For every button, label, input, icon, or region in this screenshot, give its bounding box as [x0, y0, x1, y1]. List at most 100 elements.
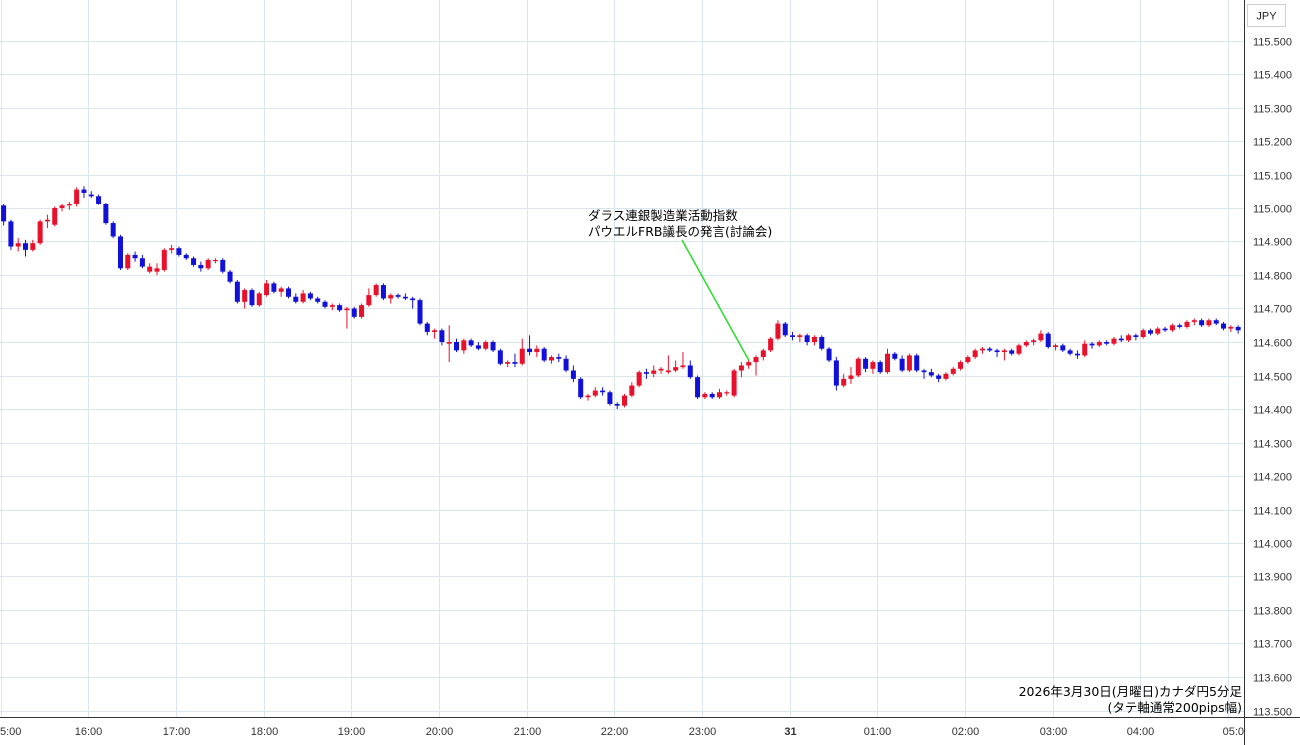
candle-up — [1111, 336, 1117, 346]
candle-up — [1053, 343, 1059, 351]
candle-body — [249, 290, 255, 306]
annotation-line — [681, 239, 750, 361]
candle-down — [914, 353, 920, 373]
candle-body — [1045, 333, 1051, 348]
candle-up — [66, 201, 72, 210]
candle-down — [782, 321, 788, 337]
candle-body — [855, 358, 861, 376]
candle-down — [1221, 321, 1227, 331]
candle-body — [15, 243, 21, 247]
candle-body — [1, 205, 7, 222]
candle-down — [687, 360, 693, 379]
candle-body — [315, 298, 321, 302]
x-tick-label: 04:00 — [1127, 726, 1155, 738]
candle-down — [1045, 331, 1051, 349]
candle-body — [242, 290, 248, 302]
candle-down — [490, 340, 496, 353]
candle-down — [563, 355, 569, 373]
candle-down — [600, 387, 606, 396]
candle-body — [132, 254, 138, 259]
candle-down — [899, 355, 905, 373]
candle-down — [468, 338, 474, 348]
candle-up — [59, 203, 65, 212]
candle-body — [892, 353, 898, 359]
candle-down — [110, 221, 116, 239]
candle-up — [161, 248, 167, 272]
candle-down — [307, 291, 313, 301]
candle-up — [1016, 343, 1022, 356]
candle-up — [622, 393, 628, 408]
candle-up — [585, 393, 591, 401]
candle-body — [139, 258, 145, 267]
candle-up — [1082, 340, 1088, 358]
candle-down — [527, 335, 533, 356]
candle-body — [782, 323, 788, 336]
candle-body — [8, 221, 14, 247]
candle-body — [877, 362, 883, 373]
candle-down — [804, 333, 810, 346]
x-tick-label: 05:0 — [1223, 726, 1244, 738]
candle-down — [643, 368, 649, 379]
candle-body — [380, 285, 386, 299]
candle-body — [643, 372, 649, 374]
candle-down — [191, 256, 197, 267]
candle-body — [373, 285, 379, 296]
candle-down — [987, 347, 993, 353]
candle-up — [979, 347, 985, 354]
candle-down — [1133, 333, 1139, 341]
candle-down — [132, 251, 138, 262]
candle-up — [753, 355, 759, 376]
y-tick-label: 115.100 — [1253, 171, 1292, 183]
candle-body — [417, 300, 423, 324]
x-tick-label: 23:00 — [689, 726, 717, 738]
candle-body — [1038, 333, 1044, 341]
candle-up — [841, 373, 847, 388]
candle-body — [30, 243, 36, 250]
candle-body — [512, 362, 518, 364]
candle-down — [892, 352, 898, 361]
candle-body — [307, 293, 313, 299]
candle-body — [651, 370, 657, 374]
candle-down — [410, 296, 416, 309]
candle-up — [519, 338, 525, 366]
candle-up — [658, 367, 664, 374]
candle-down — [607, 390, 613, 406]
candle-body — [256, 293, 262, 306]
candle-body — [1053, 345, 1059, 348]
candle-down — [220, 258, 226, 274]
candle-up — [30, 239, 36, 252]
x-tick-label: 5:00 — [0, 726, 21, 738]
candle-down — [497, 348, 503, 366]
candle-body — [1155, 328, 1161, 334]
candle-body — [432, 330, 438, 332]
candle-up — [461, 338, 467, 354]
candle-body — [585, 395, 591, 398]
candle-up — [366, 288, 372, 307]
y-tick-label: 115.000 — [1253, 204, 1292, 216]
y-tick-label: 115.300 — [1253, 104, 1292, 116]
candle-down — [1118, 335, 1124, 342]
candle-up — [256, 291, 262, 307]
candle-down — [1, 203, 7, 226]
candle-body — [1177, 325, 1183, 327]
candle-body — [66, 203, 72, 206]
candle-body — [811, 336, 817, 342]
candle-down — [819, 335, 825, 351]
candle-up — [373, 283, 379, 297]
candle-body — [1096, 342, 1102, 346]
candle-body — [548, 357, 554, 361]
candle-up — [329, 303, 335, 311]
candle-down — [351, 306, 357, 319]
candle-body — [819, 336, 825, 349]
candle-up — [1191, 318, 1197, 326]
candle-body — [541, 348, 547, 361]
candle-body — [154, 268, 160, 272]
y-tick-label: 113.800 — [1253, 606, 1292, 618]
candle-up — [943, 372, 949, 381]
candle-down — [23, 239, 29, 257]
candle-up — [731, 368, 737, 398]
candle-body — [446, 342, 452, 344]
candle-down — [439, 328, 445, 346]
candle-down — [1199, 318, 1205, 327]
candle-down — [475, 342, 481, 351]
